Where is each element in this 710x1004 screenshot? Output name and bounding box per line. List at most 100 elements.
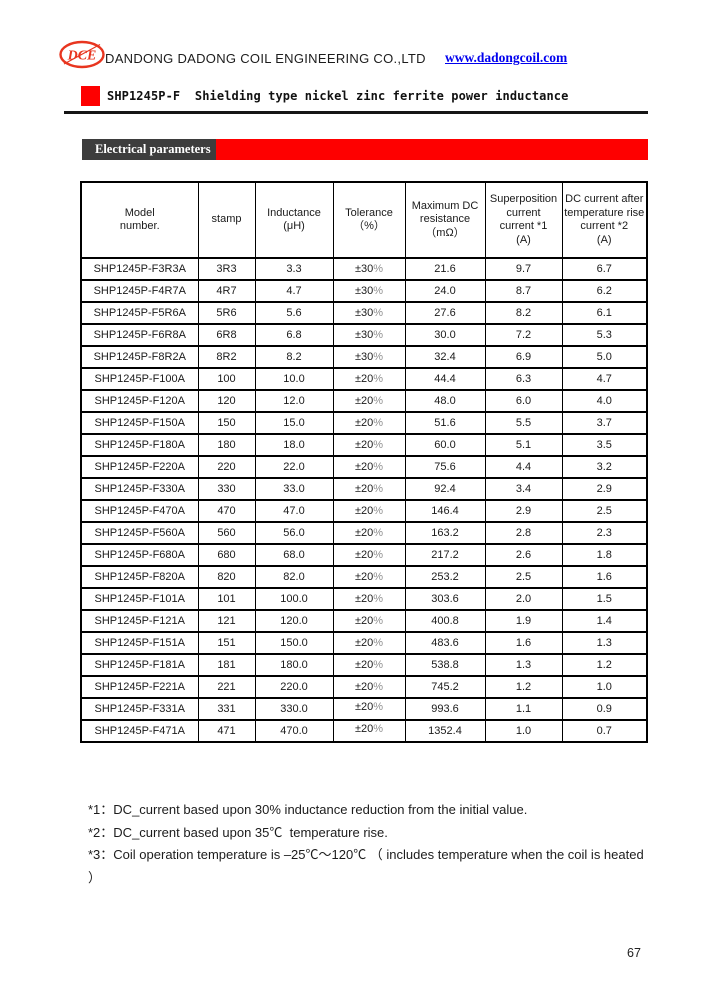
table-cell: ±20%: [332, 433, 406, 457]
table-cell: 5.0: [561, 345, 648, 369]
table-cell: SHP1245P-F220A: [80, 455, 199, 479]
table-cell: 120: [197, 389, 256, 413]
table-cell: 150.0: [254, 631, 334, 655]
table-cell: SHP1245P-F330A: [80, 477, 199, 501]
col-tolerance: Tolerance（%）: [332, 181, 406, 259]
website-link[interactable]: www.dadongcoil.com: [445, 50, 568, 65]
table-cell: 8R2: [197, 345, 256, 369]
table-row: SHP1245P-F121A 121 120.0 ±20% 400.8 1.9 1.4: [80, 609, 648, 633]
table-cell: 47.0: [254, 499, 334, 523]
table-row: SHP1245P-F5R6A 5R6 5.6 ±30% 27.6 8.2 6.1: [80, 301, 648, 325]
table-cell: 2.5: [484, 565, 563, 589]
table-row: SHP1245P-F6R8A 6R8 6.8 ±30% 30.0 7.2 5.3: [80, 323, 648, 347]
red-square-marker: [81, 86, 100, 106]
table-cell: SHP1245P-F470A: [80, 499, 199, 523]
table-cell: 745.2: [404, 675, 486, 699]
table-cell: 471: [197, 719, 256, 743]
table-cell: 1.3: [484, 653, 563, 677]
table-cell: 5.5: [484, 411, 563, 435]
title-divider: [64, 111, 648, 114]
table-cell: 993.6: [404, 697, 486, 721]
table-cell: SHP1245P-F3R3A: [80, 257, 199, 281]
table-cell: ±30%: [332, 279, 406, 303]
table-cell: ±20%: [332, 675, 406, 699]
table-cell: 8.2: [484, 301, 563, 325]
table-cell: ±30%: [332, 257, 406, 281]
table-row: SHP1245P-F100A 100 10.0 ±20% 44.4 6.3 4.7: [80, 367, 648, 391]
table-cell: 4.7: [561, 367, 648, 391]
table-row: SHP1245P-F330A 330 33.0 ±20% 92.4 3.4 2.9: [80, 477, 648, 501]
table-cell: SHP1245P-F101A: [80, 587, 199, 611]
table-cell: 1.5: [561, 587, 648, 611]
table-cell: 2.6: [484, 543, 563, 567]
section-label: Electrical parameters: [82, 139, 216, 160]
table-body: SHP1245P-F3R3A 3R3 3.3 ±30% 21.6 9.7 6.7 SHP124…: [80, 257, 648, 743]
table-cell: 6.2: [561, 279, 648, 303]
table-row: SHP1245P-F180A 180 18.0 ±20% 60.0 5.1 3.5: [80, 433, 648, 457]
banner-red-bar: [216, 139, 648, 160]
table-cell: 18.0: [254, 433, 334, 457]
table-cell: 1.6: [484, 631, 563, 655]
table-cell: 1.4: [561, 609, 648, 633]
table-row: SHP1245P-F120A 120 12.0 ±20% 48.0 6.0 4.0: [80, 389, 648, 413]
table-cell: 6.0: [484, 389, 563, 413]
table-cell: 146.4: [404, 499, 486, 523]
table-cell: SHP1245P-F331A: [80, 697, 199, 721]
table-cell: SHP1245P-F100A: [80, 367, 199, 391]
table-cell: ±20%: [332, 521, 406, 545]
table-cell: ±20%: [332, 543, 406, 567]
table-cell: 1.6: [561, 565, 648, 589]
table-cell: 180.0: [254, 653, 334, 677]
electrical-parameters-banner: Electrical parameters: [82, 139, 648, 160]
table-cell: 220: [197, 455, 256, 479]
table-row: SHP1245P-F151A 151 150.0 ±20% 483.6 1.6 1.3: [80, 631, 648, 655]
table-cell: SHP1245P-F121A: [80, 609, 199, 633]
footnotes: *1：DC_current based upon 30% inductance …: [88, 799, 644, 889]
table-cell: SHP1245P-F4R7A: [80, 279, 199, 303]
table-cell: 1.3: [561, 631, 648, 655]
table-cell: ±20%: [332, 609, 406, 633]
table-cell: 82.0: [254, 565, 334, 589]
table-cell: 2.5: [561, 499, 648, 523]
footnote-1: *1：DC_current based upon 30% inductance …: [88, 802, 528, 817]
table-cell: SHP1245P-F820A: [80, 565, 199, 589]
col-max-dc-resistance: Maximum DC resistance （mΩ）: [404, 181, 486, 259]
table-cell: 1.0: [561, 675, 648, 699]
table-cell: SHP1245P-F6R8A: [80, 323, 199, 347]
table-cell: 2.3: [561, 521, 648, 545]
table-cell: 6R8: [197, 323, 256, 347]
table-cell: 101: [197, 587, 256, 611]
table-cell: 180: [197, 433, 256, 457]
table-cell: 22.0: [254, 455, 334, 479]
table-cell: 32.4: [404, 345, 486, 369]
table-cell: 483.6: [404, 631, 486, 655]
table-cell: ±20%: [332, 389, 406, 413]
table-cell: ±30%: [332, 323, 406, 347]
table-cell: 303.6: [404, 587, 486, 611]
table-cell: 30.0: [404, 323, 486, 347]
table-cell: 21.6: [404, 257, 486, 281]
table-cell: 560: [197, 521, 256, 545]
table-cell: ±20%: [332, 697, 406, 721]
table-cell: 12.0: [254, 389, 334, 413]
table-cell: ±20%: [332, 411, 406, 435]
table-cell: SHP1245P-F8R2A: [80, 345, 199, 369]
table-cell: 120.0: [254, 609, 334, 633]
table-cell: ±20%: [332, 565, 406, 589]
table-cell: 330.0: [254, 697, 334, 721]
table-cell: 538.8: [404, 653, 486, 677]
table-row: SHP1245P-F181A 181 180.0 ±20% 538.8 1.3 1.2: [80, 653, 648, 677]
table-cell: ±30%: [332, 301, 406, 325]
table-cell: 92.4: [404, 477, 486, 501]
col-stamp: stamp: [197, 181, 256, 259]
table-row: SHP1245P-F820A 820 82.0 ±20% 253.2 2.5 1.6: [80, 565, 648, 589]
table-row: SHP1245P-F560A 560 56.0 ±20% 163.2 2.8 2.3: [80, 521, 648, 545]
table-cell: 68.0: [254, 543, 334, 567]
table-cell: 5.1: [484, 433, 563, 457]
table-cell: 470: [197, 499, 256, 523]
table-cell: 221: [197, 675, 256, 699]
col-inductance: Inductance (μH): [254, 181, 334, 259]
table-cell: SHP1245P-F560A: [80, 521, 199, 545]
table-cell: ±30%: [332, 345, 406, 369]
company-name: DANDONG DADONG COIL ENGINEERING CO.,LTD: [105, 51, 426, 66]
